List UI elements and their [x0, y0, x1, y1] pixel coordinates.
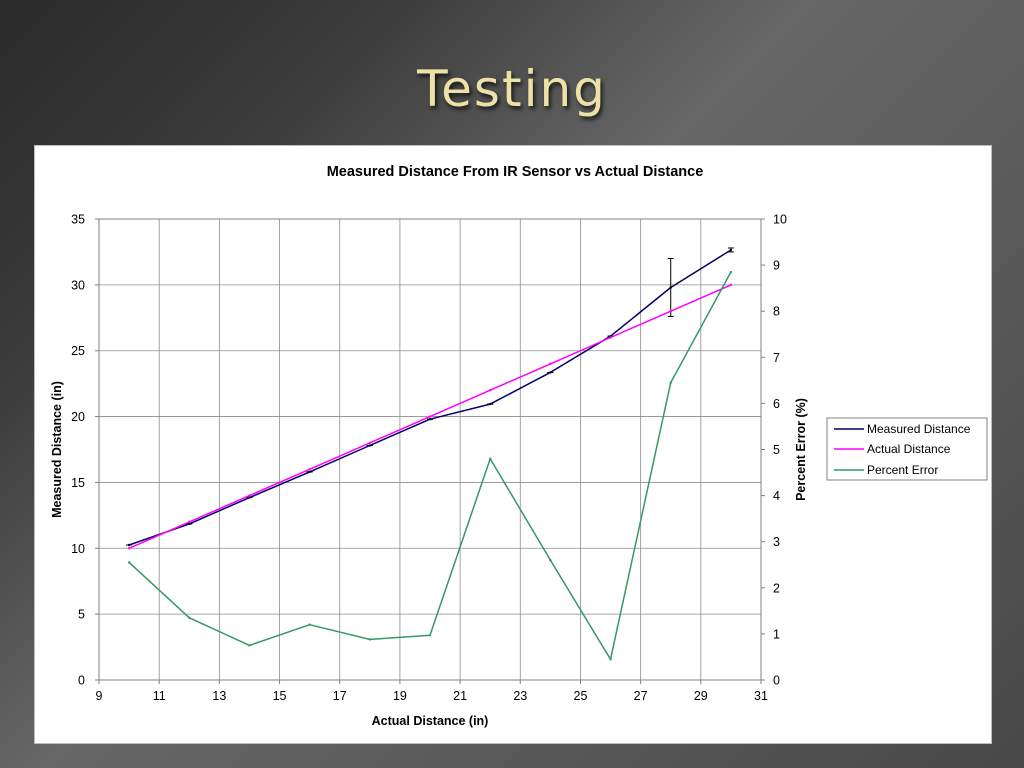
data-point-percent-error [127, 561, 131, 564]
data-point-actual-distance [248, 494, 251, 497]
y2-tick-label: 9 [773, 259, 780, 273]
data-point-actual-distance [368, 441, 372, 445]
data-point-actual-distance [609, 336, 612, 339]
x-tick-label: 29 [694, 689, 708, 703]
data-point-percent-error [669, 381, 672, 384]
x-tick-label: 9 [96, 689, 103, 703]
axis-ticks: 9 11 13 15 17 19 21 23 25 27 29 3105101520253035012… [71, 213, 787, 704]
data-point-percent-error [428, 634, 432, 637]
y2-tick-label: 2 [773, 581, 780, 595]
y-tick-label: 20 [71, 410, 85, 424]
series-layer [126, 247, 734, 661]
data-point-actual-distance [488, 389, 492, 392]
data-point-actual-distance [549, 362, 552, 366]
data-point-actual-distance [428, 415, 432, 418]
x-tick-label: 25 [574, 689, 588, 703]
x-tick-label: 27 [634, 689, 648, 703]
x-tick-label: 19 [393, 689, 407, 703]
y2-tick-label: 10 [773, 213, 787, 227]
x-tick-label: 13 [212, 689, 226, 703]
data-point-percent-error [729, 270, 733, 274]
y2-tick-label: 5 [773, 443, 780, 457]
y2-tick-label: 1 [773, 627, 780, 641]
y2-tick-label: 7 [773, 351, 780, 365]
data-point-actual-distance [188, 520, 191, 524]
data-point-actual-distance [669, 310, 672, 313]
data-point-percent-error [549, 558, 552, 562]
data-point-percent-error [609, 658, 612, 661]
slide-title: Testing [417, 60, 607, 118]
legend-label-actual: Actual Distance [867, 442, 951, 456]
y2-tick-label: 8 [773, 305, 780, 319]
data-point-actual-distance [127, 547, 131, 550]
chart-svg: Measured Distance From IR Sensor vs Actu… [50, 164, 988, 728]
legend: Measured Distance Actual Distance Percen… [826, 417, 988, 481]
y-tick-label: 30 [71, 278, 85, 292]
data-point-percent-error [488, 457, 492, 460]
x-tick-label: 11 [153, 689, 166, 703]
x-tick-label: 23 [513, 689, 527, 703]
plot-area [98, 218, 762, 681]
data-point-percent-error [188, 616, 191, 619]
y-tick-label: 25 [71, 344, 85, 358]
x-tick-label: 17 [333, 689, 347, 703]
y-tick-label: 35 [71, 213, 85, 227]
y-tick-label: 5 [78, 608, 85, 622]
y2-tick-label: 6 [773, 397, 780, 411]
data-point-actual-distance [308, 468, 311, 471]
x-axis-label: Actual Distance (in) [372, 714, 489, 728]
legend-label-measured: Measured Distance [867, 422, 971, 436]
x-tick-label: 31 [754, 689, 768, 703]
chart-panel: Measured Distance From IR Sensor vs Actu… [34, 145, 992, 744]
legend-label-percent-error: Percent Error [867, 463, 938, 477]
y2-tick-label: 0 [773, 674, 780, 688]
y2-tick-label: 3 [773, 535, 780, 549]
x-tick-label: 21 [453, 689, 467, 703]
data-point-percent-error [368, 638, 372, 641]
x-tick-label: 15 [273, 689, 287, 703]
data-point-percent-error [248, 644, 251, 647]
y-tick-label: 15 [71, 476, 85, 490]
chart-title: Measured Distance From IR Sensor vs Actu… [327, 164, 704, 180]
y-tick-label: 10 [71, 542, 85, 556]
data-point-percent-error [308, 623, 311, 626]
y-axis-label: Measured Distance (in) [50, 381, 64, 518]
y-tick-label: 0 [78, 674, 85, 688]
data-point-actual-distance [729, 283, 733, 287]
gridlines [98, 218, 762, 681]
y2-tick-label: 4 [773, 489, 780, 503]
y2-axis-label: Percent Error (%) [794, 398, 808, 501]
